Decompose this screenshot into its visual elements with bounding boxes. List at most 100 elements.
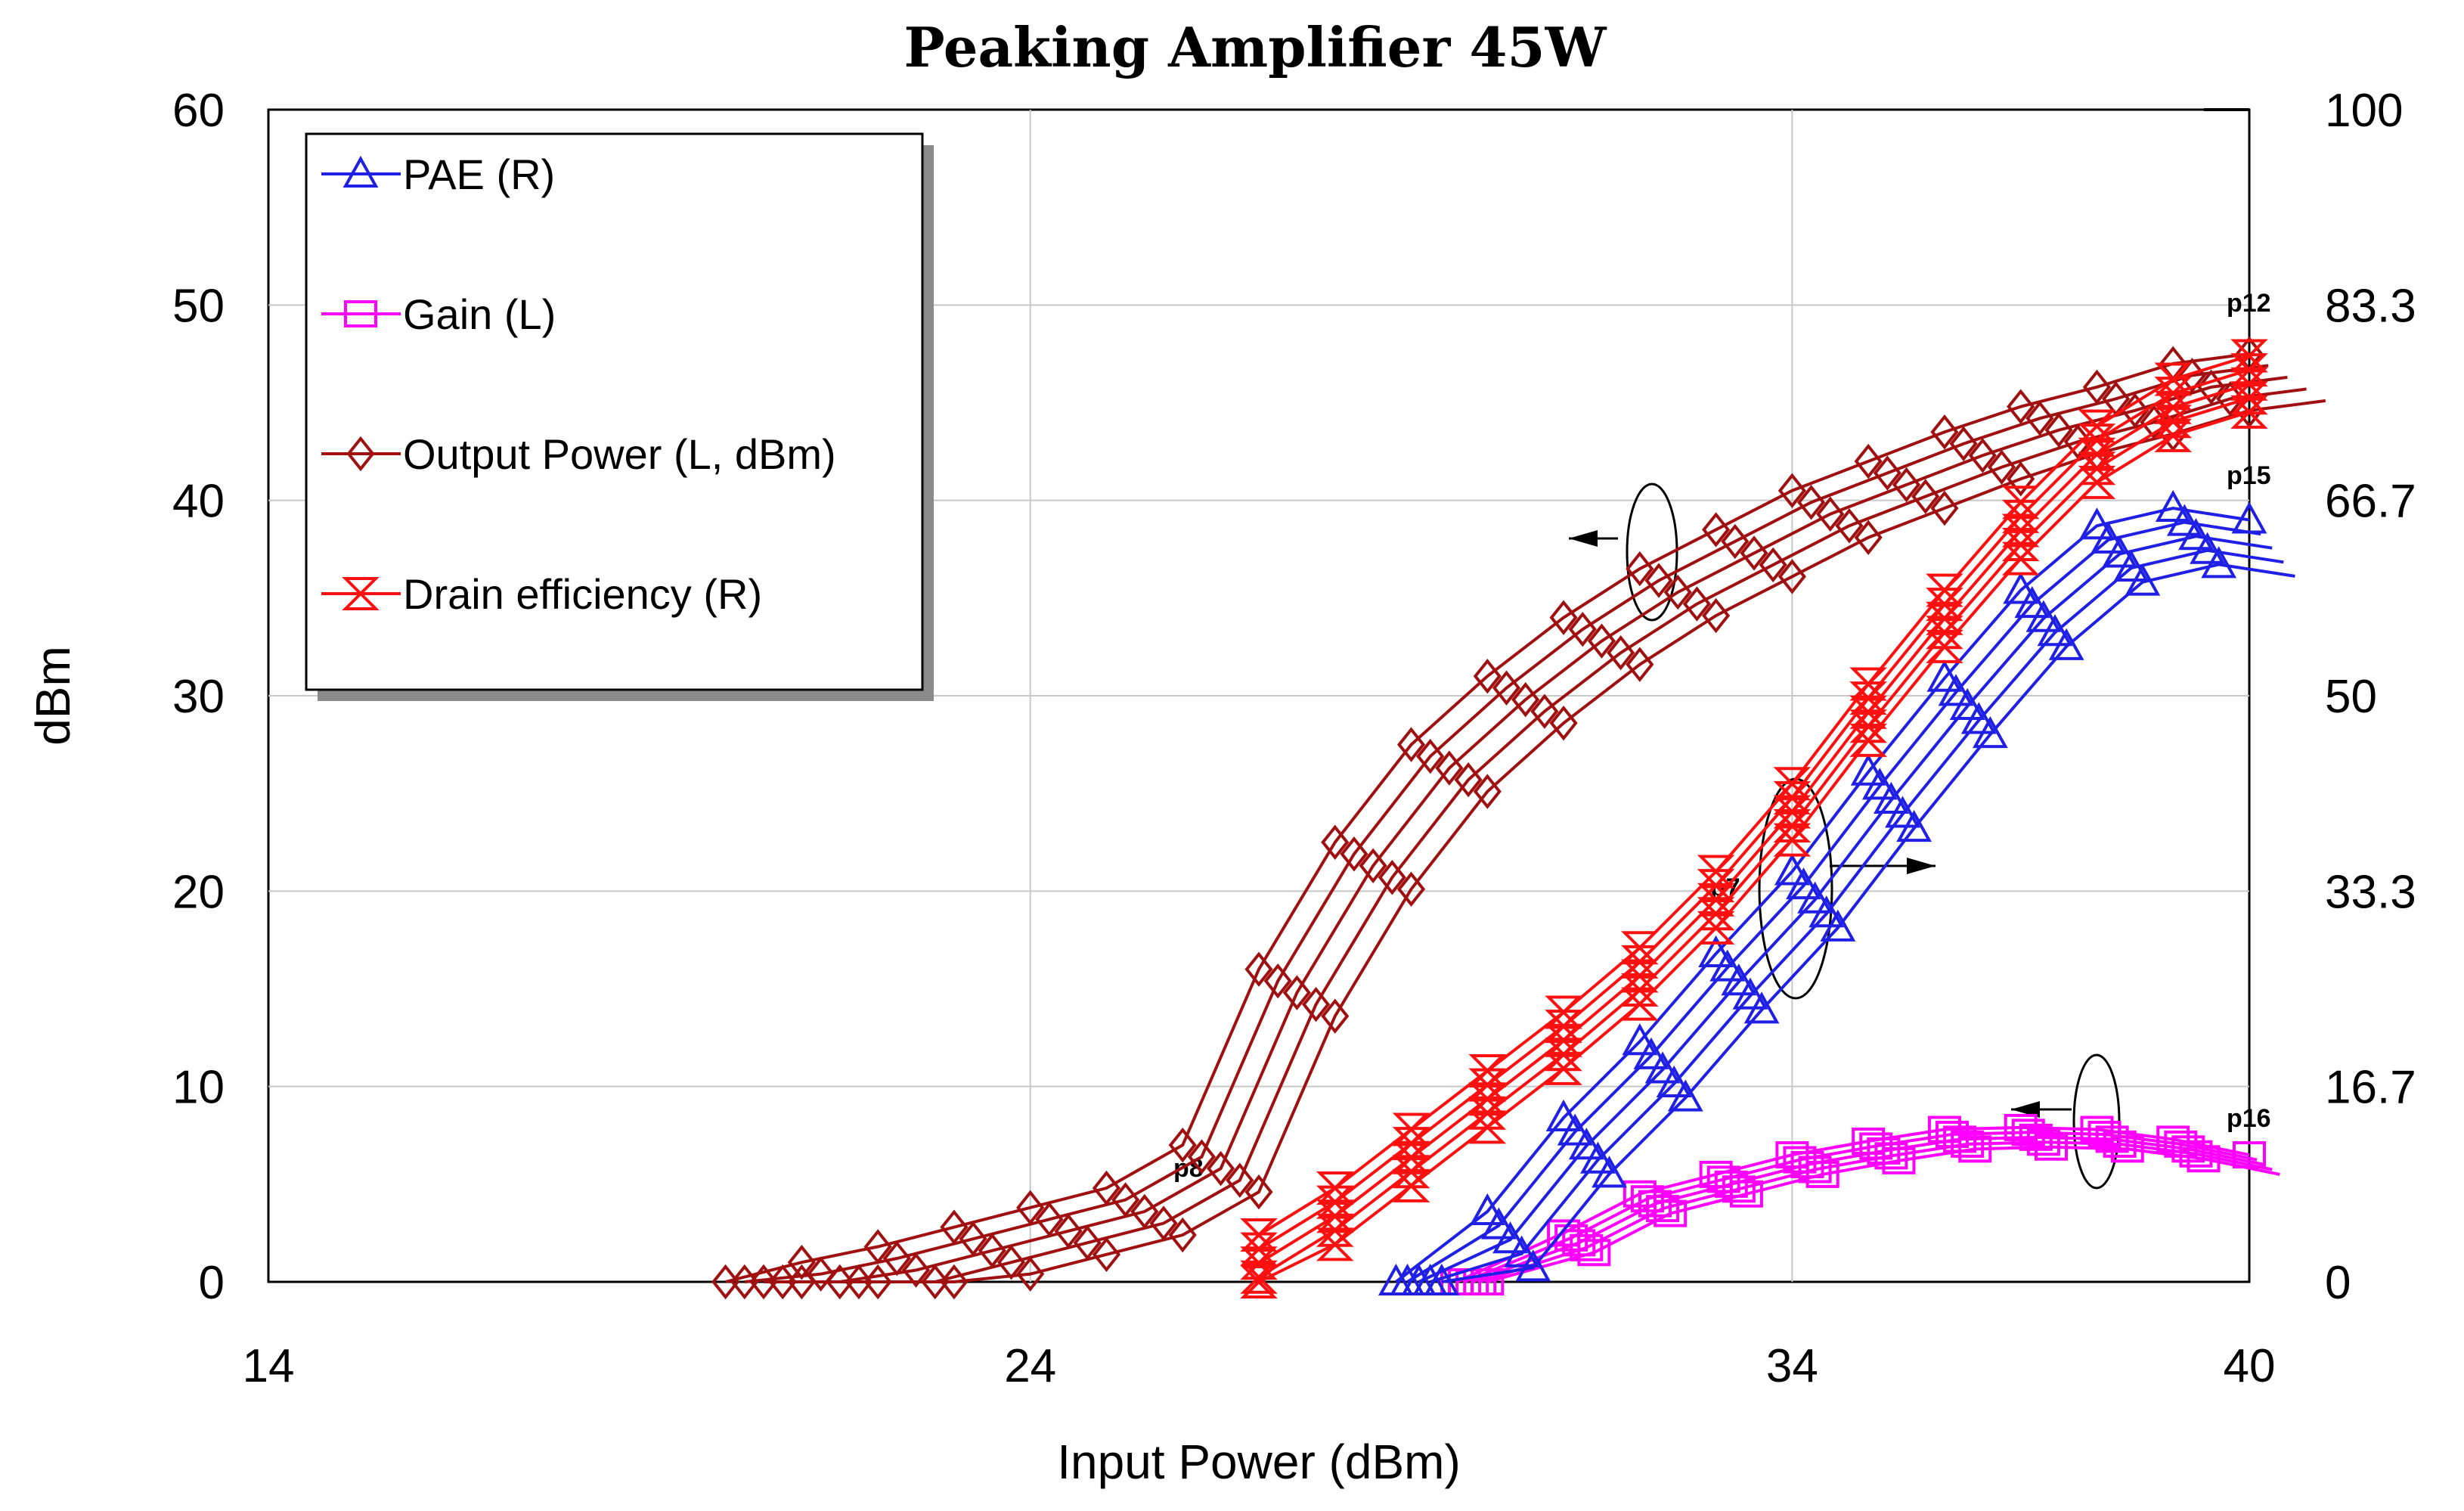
- data-point: [1861, 768, 1898, 800]
- series-line: [1441, 563, 2295, 1283]
- data-point: [1392, 1155, 1430, 1189]
- legend-marker: [342, 155, 379, 188]
- y-axis-label-left: dBm: [26, 646, 80, 746]
- legend-label: Gain (L): [403, 290, 556, 338]
- data-point: [1316, 1213, 1354, 1247]
- data-point: [807, 1256, 835, 1292]
- data-point: [2014, 585, 2050, 619]
- y-tick-left: 0: [199, 1257, 225, 1309]
- data-point: [1207, 1150, 1235, 1187]
- data-point: [1340, 836, 1368, 872]
- data-point: [1702, 597, 1731, 634]
- data-point: [1644, 563, 1673, 598]
- data-point: [1454, 762, 1483, 798]
- data-point: [1682, 586, 1711, 622]
- series-line: [764, 375, 2288, 1283]
- data-point: [1697, 897, 1735, 931]
- data-point: [2091, 521, 2126, 554]
- legend-item-diamond: Output Power (L, dBm): [321, 430, 836, 478]
- data-point: [1622, 1023, 1658, 1056]
- data-point: [1849, 723, 1887, 757]
- data-point: [1654, 1199, 1688, 1227]
- data-point: [1759, 547, 1787, 583]
- series-line: [1418, 535, 2273, 1283]
- data-point: [1968, 438, 1997, 473]
- y-tick-left: 60: [172, 85, 225, 137]
- data-point: [1492, 670, 1521, 706]
- data-point: [1549, 705, 1578, 741]
- data-point: [1729, 1180, 1763, 1208]
- data-point: [1835, 508, 1864, 544]
- data-point: [1773, 823, 1812, 857]
- data-point: [901, 1252, 931, 1288]
- data-point: [2025, 400, 2054, 436]
- data-point: [1168, 1127, 1197, 1163]
- data-point: [1949, 687, 1985, 720]
- data-point: [2037, 614, 2073, 647]
- data-point: [1471, 1268, 1505, 1295]
- data-point: [1168, 1217, 1197, 1253]
- data-point: [1960, 702, 1997, 734]
- series-line: [783, 387, 2307, 1283]
- data-point: [1633, 1037, 1669, 1069]
- data-point: [2125, 563, 2161, 596]
- data-point: [2001, 528, 2040, 562]
- arrow-to-right-axis: [1830, 858, 1936, 874]
- data-point: [1743, 991, 1780, 1024]
- series-line: [725, 352, 2250, 1283]
- y-tick-left: 50: [172, 280, 225, 332]
- data-point: [1316, 1227, 1354, 1261]
- arrow-to-left-axis-gain: [2011, 1101, 2072, 1118]
- y-tick-right: 100: [2325, 85, 2403, 137]
- data-point: [1722, 1175, 1756, 1203]
- y-tick-right: 33.3: [2325, 866, 2416, 918]
- legend-box: [305, 132, 924, 691]
- data-point: [2079, 507, 2115, 540]
- data-point: [1435, 750, 1464, 786]
- series-drain-efficiency: [1240, 339, 2268, 1298]
- data-point: [1468, 1096, 1507, 1130]
- y-tick-right: 83.3: [2325, 280, 2416, 332]
- data-point: [1849, 709, 1887, 743]
- y-tick-left: 20: [172, 866, 225, 918]
- data-point: [845, 1264, 873, 1300]
- data-point: [1416, 738, 1445, 774]
- series-line: [1395, 506, 2250, 1283]
- data-point: [2007, 461, 2035, 497]
- y-tick-right: 16.7: [2325, 1062, 2416, 1114]
- data-point: [1732, 977, 1768, 1010]
- data-point: [1282, 975, 1311, 1010]
- data-point: [1951, 1130, 1985, 1158]
- data-point: [2035, 1133, 2068, 1161]
- data-point: [1854, 443, 1883, 479]
- data-point: [1958, 1135, 1992, 1163]
- data-point: [921, 1264, 950, 1300]
- data-point: [2230, 381, 2268, 415]
- data-point: [863, 1264, 892, 1300]
- y-tick-right: 50: [2325, 671, 2377, 723]
- y-tick-left: 30: [172, 671, 225, 723]
- data-point: [1882, 1146, 1916, 1174]
- data-point: [1016, 1256, 1045, 1292]
- series-line: [1406, 520, 2261, 1283]
- data-point: [1926, 629, 1963, 663]
- series-line: [1486, 1145, 2280, 1283]
- data-point: [1626, 551, 1654, 587]
- data-point: [1972, 716, 2008, 749]
- data-point: [1820, 909, 1856, 942]
- y-tick-right: 66.7: [2325, 476, 2416, 528]
- data-point: [1626, 647, 1654, 682]
- data-point: [2103, 1130, 2137, 1158]
- data-point: [768, 1264, 797, 1300]
- marker-label: p15: [2227, 461, 2271, 490]
- data-point: [1938, 674, 1974, 706]
- legend-marker: [344, 300, 377, 327]
- data-point: [2110, 1135, 2144, 1163]
- data-point: [1263, 963, 1292, 999]
- data-point: [1568, 611, 1597, 647]
- data-point: [1226, 1162, 1254, 1198]
- data-point: [1607, 634, 1635, 671]
- y-tick-right: 0: [2325, 1257, 2351, 1309]
- data-point: [1568, 1128, 1604, 1160]
- data-point: [1473, 774, 1502, 809]
